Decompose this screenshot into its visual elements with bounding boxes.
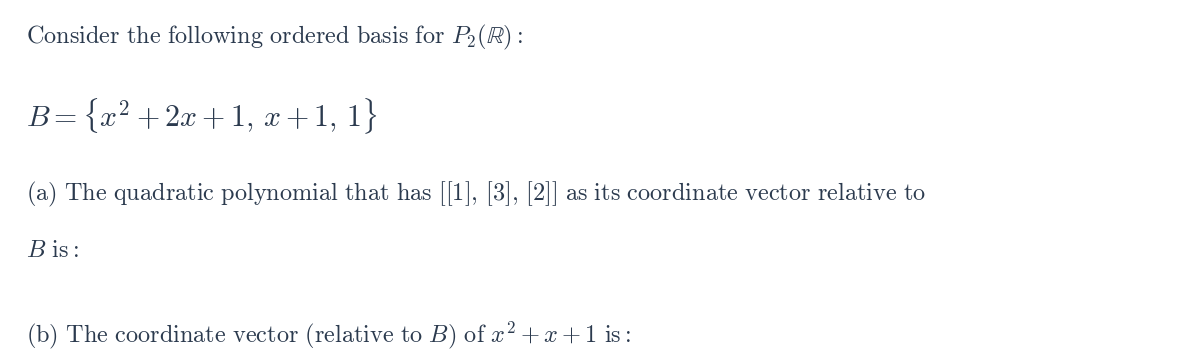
Text: $\mathrm{Consider\ the\ following\ ordered\ basis\ for\ }P_2(\mathbb{R})\mathrm{: $\mathrm{Consider\ the\ following\ order… bbox=[25, 23, 523, 52]
Text: $\mathrm{(b)\ The\ coordinate\ vector\ (relative\ to\ }B\mathrm{)\ of\ }x^2 + x : $\mathrm{(b)\ The\ coordinate\ vector\ (… bbox=[25, 320, 631, 351]
Text: $B = \{x^2 + 2x + 1,\, x + 1,\, 1\}$: $B = \{x^2 + 2x + 1,\, x + 1,\, 1\}$ bbox=[25, 97, 377, 136]
Text: $\mathrm{(a)\ The\ quadratic\ polynomial\ that\ has\ }[[1],\,[3],\,[2]]\mathrm{\: $\mathrm{(a)\ The\ quadratic\ polynomial… bbox=[25, 180, 925, 209]
Text: $B\ \mathrm{is:}$: $B\ \mathrm{is:}$ bbox=[25, 240, 78, 262]
